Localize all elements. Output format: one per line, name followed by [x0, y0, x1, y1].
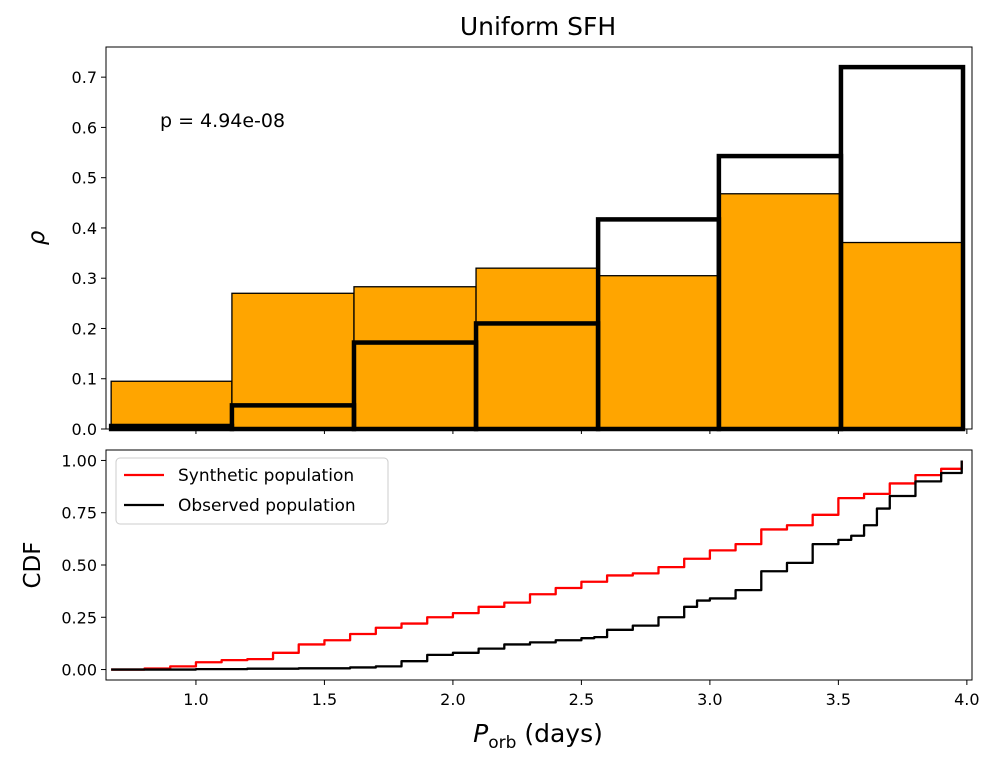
synthetic-bar	[718, 193, 842, 430]
legend-synthetic-label: Synthetic population	[178, 466, 354, 486]
synthetic-bar	[475, 267, 599, 430]
cdf-x-tick-label: 3.0	[697, 690, 722, 709]
histogram-y-tick-label: 0.6	[72, 118, 97, 137]
cdf-y-label: CDF	[20, 542, 46, 589]
synthetic-bar	[353, 286, 477, 430]
histogram-y-tick-label: 0.0	[72, 420, 97, 439]
legend-observed-label: Observed population	[178, 496, 356, 516]
observed-cdf-line	[111, 460, 963, 671]
synthetic-bars	[110, 193, 964, 430]
histogram-y-label: ρ	[24, 230, 50, 245]
histogram-axes-frame	[105, 46, 973, 430]
cdf-x-tick-label: 1.5	[312, 690, 337, 709]
cdf-y-tick-label: 1.00	[61, 451, 97, 470]
histogram-y-tick-label: 0.5	[72, 169, 97, 188]
cdf-y-tick-label: 0.75	[61, 504, 97, 523]
cdf-x-tick-label: 3.5	[826, 690, 851, 709]
cdf-ticks: 0.00 0.25 0.50 0.75 1.00 1.0 1.5 2.0 2.5 3.0 3.5 4.…	[61, 451, 979, 709]
histogram-panel: 0.0 0.1 0.2 0.3 0.4 0.5 0.6 0.7 p = 4.94e-08 ρ	[24, 46, 973, 439]
p-value-annotation: p = 4.94e-08	[160, 110, 285, 132]
histogram-ticks: 0.0 0.1 0.2 0.3 0.4 0.5 0.6 0.7	[72, 68, 968, 439]
cdf-x-label: Porb (days)	[473, 719, 603, 753]
cdf-x-tick-label: 2.0	[440, 690, 465, 709]
cdf-x-tick-label: 4.0	[954, 690, 979, 709]
cdf-panel: 0.00 0.25 0.50 0.75 1.00 1.0 1.5 2.0 2.5 3.0 3.5 4.…	[20, 449, 980, 753]
legend: Synthetic population Observed population	[115, 457, 389, 525]
histogram-y-tick-label: 0.7	[72, 68, 97, 87]
cdf-y-tick-label: 0.50	[61, 556, 97, 575]
synthetic-bar	[231, 292, 355, 430]
legend-frame	[115, 457, 389, 525]
histogram-y-tick-label: 0.1	[72, 370, 97, 389]
synthetic-cdf-line	[111, 460, 963, 671]
histogram-y-tick-label: 0.3	[72, 269, 97, 288]
synthetic-bar	[110, 380, 233, 430]
histogram-y-tick-label: 0.4	[72, 219, 97, 238]
cdf-y-tick-label: 0.25	[61, 608, 97, 627]
synthetic-bar	[840, 241, 964, 430]
cdf-x-tick-label: 2.5	[569, 690, 594, 709]
synthetic-bar	[597, 275, 720, 430]
cdf-lines	[111, 460, 963, 671]
chart-title: Uniform SFH	[460, 12, 616, 41]
cdf-y-tick-label: 0.00	[61, 661, 97, 680]
cdf-x-tick-label: 1.0	[183, 690, 208, 709]
histogram-y-tick-label: 0.2	[72, 319, 97, 338]
